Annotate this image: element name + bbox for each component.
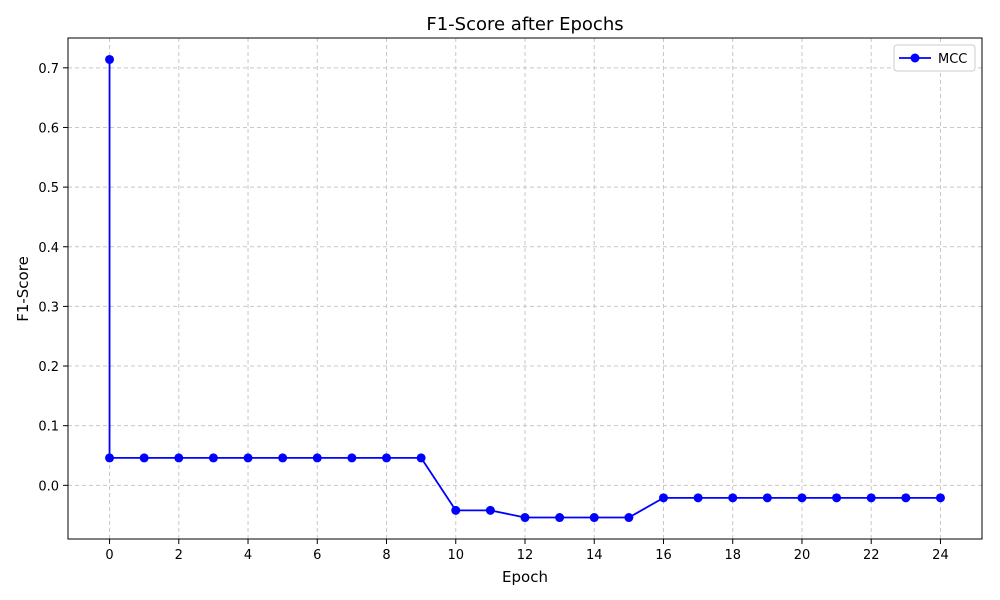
y-tick-label: 0.1 — [38, 420, 59, 435]
data-point — [382, 453, 392, 463]
legend-label-mcc: MCC — [938, 52, 967, 67]
y-tick-label: 0.2 — [38, 360, 59, 375]
data-point — [762, 493, 772, 503]
legend: MCC — [893, 44, 976, 72]
data-point — [901, 493, 911, 503]
data-point — [208, 453, 218, 463]
y-tick-label: 0.5 — [38, 181, 59, 196]
y-tick-label: 0.3 — [38, 300, 59, 315]
data-point — [139, 453, 149, 463]
data-point — [485, 505, 495, 515]
plot-frame — [67, 37, 983, 540]
legend-box — [893, 44, 976, 72]
data-point — [832, 493, 842, 503]
data-point — [105, 453, 115, 463]
x-tick-label: 16 — [655, 548, 672, 563]
data-point — [243, 453, 253, 463]
data-point — [416, 453, 426, 463]
series-layer — [105, 54, 945, 523]
y-tick-label: 0.7 — [38, 62, 59, 77]
data-point — [451, 505, 461, 515]
data-point — [624, 513, 634, 523]
x-tick-label: 12 — [517, 548, 534, 563]
data-point — [174, 453, 184, 463]
data-point — [520, 513, 530, 523]
data-point — [105, 54, 115, 64]
y-tick-label: 0.4 — [38, 241, 59, 256]
x-axis-label: Epoch — [502, 568, 548, 586]
series-line — [108, 59, 941, 519]
data-point — [658, 493, 668, 503]
x-tick-label: 18 — [724, 548, 741, 563]
legend-marker — [910, 53, 920, 63]
data-point — [728, 493, 738, 503]
x-tick-label: 22 — [863, 548, 880, 563]
y-axis-label: F1-Score — [14, 256, 32, 322]
x-tick-label: 20 — [794, 548, 811, 563]
x-tick-label: 0 — [105, 548, 113, 563]
data-point — [866, 493, 876, 503]
data-point — [935, 493, 945, 503]
x-tick-label: 2 — [175, 548, 183, 563]
x-tick-label: 8 — [382, 548, 390, 563]
data-point — [312, 453, 322, 463]
data-point — [589, 513, 599, 523]
x-tick-label: 4 — [244, 548, 252, 563]
x-tick-label: 24 — [932, 548, 949, 563]
y-tick-label: 0.6 — [38, 121, 59, 136]
x-tick-label: 10 — [447, 548, 464, 563]
grid — [68, 38, 982, 539]
data-point — [278, 453, 288, 463]
chart-title: F1-Score after Epochs — [426, 14, 623, 35]
x-tick-label: 14 — [586, 548, 603, 563]
x-tick-label: 6 — [313, 548, 321, 563]
data-point — [347, 453, 357, 463]
y-axis: 0.0 0.1 0.2 0.3 0.4 0.5 0.6 0.7 — [38, 62, 68, 494]
data-point — [555, 513, 565, 523]
y-tick-label: 0.0 — [38, 479, 59, 494]
data-point — [693, 493, 703, 503]
x-axis: 0 2 4 6 8 10 12 14 16 18 20 22 24 — [105, 539, 949, 563]
data-point — [797, 493, 807, 503]
